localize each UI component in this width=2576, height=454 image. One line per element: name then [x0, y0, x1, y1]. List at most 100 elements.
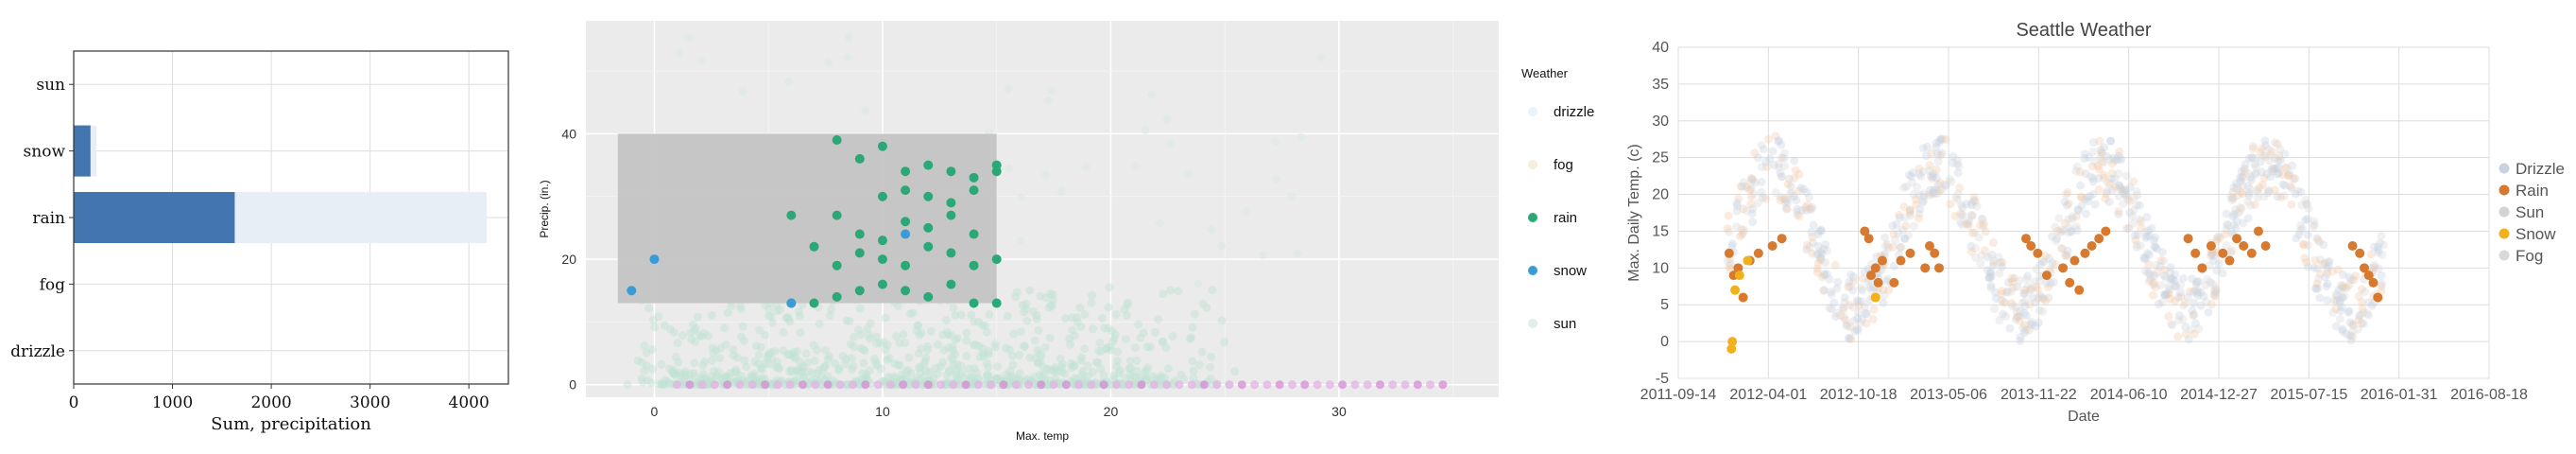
faded-point — [2244, 191, 2254, 201]
faded-point — [1207, 352, 1216, 361]
faded-point — [2166, 274, 2175, 284]
faded-point — [1854, 301, 1863, 310]
faded-point — [2170, 276, 2179, 286]
faded-point — [761, 358, 770, 368]
faded-point — [2030, 277, 2039, 287]
faded-point — [1880, 241, 1890, 251]
faded-point — [783, 314, 793, 323]
faded-point — [2034, 293, 2043, 303]
faded-point — [1057, 367, 1067, 376]
faded-point — [1771, 188, 1780, 198]
faded-point — [2109, 153, 2119, 163]
faded-point — [2163, 289, 2172, 299]
faded-point — [2377, 231, 2386, 240]
faded-point — [1128, 372, 1138, 381]
legend-swatch-rain — [1528, 213, 1537, 222]
faded-point — [2152, 244, 2161, 253]
faded-point — [2183, 292, 2192, 302]
faded-point — [2214, 259, 2224, 269]
faded-point — [2222, 240, 2231, 250]
faded-point — [1009, 373, 1019, 382]
faded-point — [1727, 239, 1737, 249]
faded-point — [2121, 189, 2131, 199]
faded-point — [2266, 150, 2275, 160]
faded-point — [1790, 156, 1799, 166]
faded-point — [2206, 277, 2215, 287]
faded-point — [1994, 253, 2003, 262]
faded-point — [1917, 198, 1927, 207]
faded-point — [956, 310, 966, 320]
faded-point — [1032, 314, 1041, 323]
faded-point — [2159, 256, 2169, 266]
faded-point — [1030, 373, 1039, 382]
faded-point — [865, 334, 874, 343]
faded-point — [1121, 335, 1130, 344]
faded-point — [905, 309, 915, 319]
faded-point — [1194, 360, 1204, 370]
faded-point — [2099, 173, 2108, 183]
faded-point — [713, 367, 723, 376]
faded-point — [1781, 198, 1791, 207]
faded-point — [685, 369, 695, 378]
faded-point — [2331, 305, 2341, 314]
faded-point — [1069, 361, 1078, 371]
faded-point — [2367, 301, 2377, 310]
y-axis-label: Precip. (in.) — [538, 180, 551, 237]
faded-point — [920, 357, 930, 366]
faded-point — [983, 372, 992, 381]
faded-point — [2340, 291, 2349, 301]
faded-point — [2247, 153, 2257, 163]
faded-point — [2312, 264, 2322, 273]
zero-precip-point — [1099, 380, 1108, 390]
faded-point — [1846, 270, 1855, 279]
faded-point — [1839, 312, 1848, 322]
faded-point — [764, 350, 774, 359]
faded-point — [1962, 200, 1971, 209]
faded-point — [2244, 169, 2254, 179]
faded-point — [1991, 288, 2001, 297]
faded-point — [1031, 354, 1040, 363]
faded-point — [720, 323, 730, 333]
faded-point — [945, 365, 954, 375]
faded-point — [1819, 286, 1829, 295]
faded-point — [1964, 219, 1973, 229]
faded-point — [1862, 319, 1871, 328]
faded-point — [2224, 220, 2233, 230]
faded-point — [2121, 191, 2131, 201]
faded-point — [2291, 174, 2300, 183]
faded-point — [2164, 288, 2173, 298]
rain-point — [2058, 263, 2069, 273]
faded-point — [1142, 375, 1152, 384]
faded-point — [2256, 157, 2265, 166]
faded-point — [859, 358, 868, 368]
faded-point — [755, 325, 764, 335]
faded-point — [2026, 284, 2035, 293]
faded-point — [2231, 205, 2241, 215]
faded-point — [1140, 368, 1149, 377]
faded-point — [1159, 289, 1168, 299]
faded-point — [1157, 374, 1166, 383]
faded-point — [1777, 140, 1786, 149]
faded-point — [1034, 325, 1043, 335]
faded-point — [1774, 160, 1783, 169]
faded-point — [1929, 169, 1938, 179]
faded-point — [1106, 345, 1115, 355]
faded-point — [1154, 314, 1163, 323]
rain-point — [1905, 248, 1915, 258]
rain-point — [1873, 277, 1883, 288]
faded-point — [764, 305, 774, 314]
zero-precip-point — [1300, 380, 1310, 390]
faded-point — [1979, 221, 1988, 231]
faded-point — [2103, 186, 2112, 196]
faded-point — [772, 306, 781, 316]
faded-point — [1104, 323, 1113, 333]
faded-point — [815, 365, 824, 375]
faded-point — [2338, 293, 2347, 303]
faded-point — [1809, 220, 1818, 230]
faded-point — [1070, 331, 1079, 340]
zero-precip-point — [1262, 380, 1272, 390]
faded-point — [2337, 303, 2346, 312]
faded-point — [1888, 221, 1898, 231]
faded-point — [1827, 289, 1836, 299]
faded-point — [974, 317, 984, 326]
